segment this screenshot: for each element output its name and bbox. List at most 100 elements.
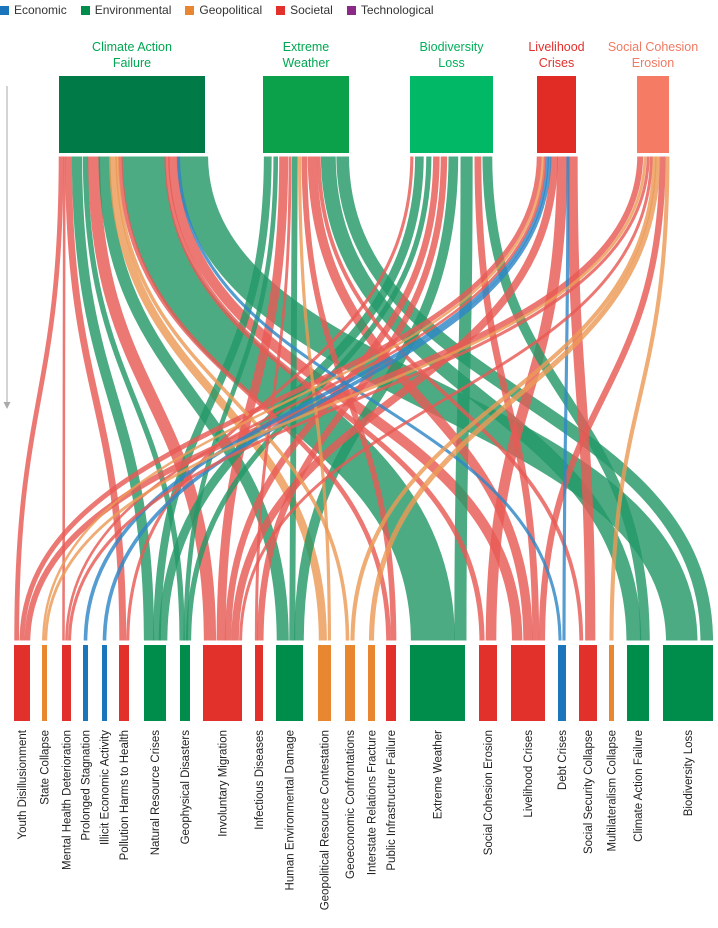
- legend-swatch: [0, 5, 9, 15]
- source-label-cohesion: Erosion: [632, 56, 674, 70]
- target-label-extreme-weather: Extreme Weather: [433, 730, 445, 819]
- source-label-climate: Climate Action: [92, 40, 172, 54]
- flow-livelihood-to-involuntary-migration: [231, 154, 559, 643]
- target-node-multilateralism-collapse: [609, 645, 614, 721]
- direction-arrow-icon: [3, 402, 11, 409]
- target-label-illicit-economic-activity: Illicit Economic Activity: [100, 730, 112, 845]
- flow-extreme-to-infectious-diseases: [254, 154, 292, 643]
- target-node-biodiversity-loss: [663, 645, 713, 721]
- legend-item-geopolitical: Geopolitical: [185, 3, 262, 17]
- legend-swatch: [185, 5, 195, 15]
- legend-label: Economic: [14, 3, 67, 17]
- flow-biodiversity-to-pollution-harms-to-health: [126, 154, 414, 643]
- links-layer: [14, 154, 714, 643]
- flow-climate-to-pollution-harms-to-health: [65, 154, 127, 643]
- target-node-natural-resource-crises: [144, 645, 166, 721]
- target-node-mental-health-deterioration: [62, 645, 71, 721]
- flow-climate-to-biodiversity-loss: [176, 154, 698, 643]
- flow-biodiversity-to-infectious-diseases: [257, 154, 448, 643]
- target-label-geophysical-disasters: Geophysical Disasters: [180, 730, 192, 845]
- source-node-extreme: [263, 76, 349, 153]
- target-node-social-security-collapse: [579, 645, 597, 721]
- flow-climate-to-debt-crises: [177, 154, 562, 643]
- legend-label: Environmental: [94, 3, 172, 17]
- target-node-geopolitical-resource-contestation: [318, 645, 331, 721]
- legend-label: Geopolitical: [199, 3, 263, 17]
- flow-livelihood-to-mental-health-deterioration: [65, 154, 547, 643]
- legend-item-technological: Technological: [346, 3, 434, 17]
- target-node-debt-crises: [558, 645, 566, 721]
- flow-cohesion-to-mental-health-deterioration: [67, 154, 650, 643]
- target-label-climate-action-failure: Climate Action Failure: [633, 730, 645, 842]
- target-node-illicit-economic-activity: [102, 645, 107, 721]
- flow-biodiversity-to-geophysical-disasters: [185, 154, 432, 643]
- legend-item-environmental: Environmental: [80, 3, 172, 17]
- target-label-debt-crises: Debt Crises: [557, 730, 569, 790]
- flow-climate-to-youth-disillusionment: [14, 154, 64, 643]
- target-label-prolonged-stagnation: Prolonged Stagnation: [81, 730, 93, 841]
- target-label-multilateralism-collapse: Multilateralism Collapse: [607, 730, 619, 851]
- target-node-extreme-weather: [410, 645, 465, 721]
- target-label-social-security-collapse: Social Security Collapse: [583, 730, 595, 854]
- target-node-involuntary-migration: [203, 645, 242, 721]
- flow-biodiversity-to-extreme-weather: [454, 154, 473, 643]
- flow-cohesion-to-livelihood-crises: [538, 154, 666, 643]
- legend-swatch: [346, 5, 356, 15]
- flow-livelihood-to-youth-disillusionment: [19, 154, 542, 643]
- flow-livelihood-to-state-collapse: [42, 154, 544, 643]
- target-node-interstate-relations-fracture: [368, 645, 375, 721]
- flow-cohesion-to-multilateralism-collapse: [609, 154, 670, 643]
- target-label-geoeconomic-confrontations: Geoeconomic Confrontations: [345, 730, 357, 879]
- target-node-human-environmental-damage: [276, 645, 303, 721]
- legend-label: Technological: [360, 3, 434, 17]
- source-label-cohesion: Social Cohesion: [608, 40, 698, 54]
- target-node-state-collapse: [42, 645, 47, 721]
- source-label-biodiversity: Loss: [438, 56, 464, 70]
- target-label-natural-resource-crises: Natural Resource Crises: [150, 730, 162, 856]
- target-node-geophysical-disasters: [180, 645, 190, 721]
- source-label-climate: Failure: [113, 56, 151, 70]
- source-label-extreme: Weather: [282, 56, 329, 70]
- legend-swatch: [276, 5, 286, 15]
- target-label-interstate-relations-fracture: Interstate Relations Fracture: [367, 730, 379, 875]
- target-node-livelihood-crises: [511, 645, 545, 721]
- source-label-livelihood: Livelihood: [528, 40, 584, 54]
- target-node-prolonged-stagnation: [83, 645, 88, 721]
- legend: Economic Environmental Geopolitical Societa…: [0, 0, 448, 20]
- target-node-infectious-diseases: [255, 645, 263, 721]
- flow-cohesion-to-state-collapse: [44, 154, 647, 643]
- target-node-pollution-harms-to-health: [119, 645, 129, 721]
- flow-climate-to-natural-resource-crises: [71, 154, 155, 643]
- target-label-youth-disillusionment: Youth Disillusionment: [17, 729, 29, 839]
- flow-biodiversity-to-livelihood-crises: [474, 154, 540, 643]
- flow-biodiversity-to-human-environmental-damage: [294, 154, 459, 643]
- flow-cohesion-to-involuntary-migration: [239, 154, 653, 643]
- target-node-climate-action-failure: [627, 645, 649, 721]
- target-label-involuntary-migration: Involuntary Migration: [218, 730, 230, 837]
- source-node-cohesion: [637, 76, 669, 153]
- target-node-social-cohesion-erosion: [479, 645, 497, 721]
- target-label-livelihood-crises: Livelihood Crises: [523, 730, 535, 818]
- source-label-extreme: Extreme: [283, 40, 330, 54]
- flow-livelihood-to-social-cohesion-erosion: [485, 154, 568, 643]
- target-label-public-infrastructure-failure: Public Infrastructure Failure: [386, 730, 398, 871]
- flow-livelihood-to-debt-crises: [562, 154, 570, 643]
- flow-extreme-to-natural-resource-crises: [153, 154, 272, 643]
- target-label-pollution-harms-to-health: Pollution Harms to Health: [119, 730, 131, 860]
- flow-livelihood-to-prolonged-stagnation: [83, 154, 550, 643]
- flow-extreme-to-social-security-collapse: [316, 154, 584, 643]
- target-label-geopolitical-resource-contestation: Geopolitical Resource Contestation: [320, 730, 332, 910]
- legend-item-economic: Economic: [0, 3, 67, 17]
- target-node-public-infrastructure-failure: [386, 645, 396, 721]
- target-label-infectious-diseases: Infectious Diseases: [254, 730, 266, 830]
- legend-label: Societal: [290, 3, 333, 17]
- flow-extreme-to-livelihood-crises: [307, 154, 533, 643]
- target-node-youth-disillusionment: [14, 645, 30, 721]
- target-label-mental-health-deterioration: Mental Health Deterioration: [62, 730, 74, 870]
- source-node-climate: [59, 76, 205, 153]
- target-label-biodiversity-loss: Biodiversity Loss: [683, 730, 695, 817]
- source-node-biodiversity: [410, 76, 493, 153]
- legend-item-societal: Societal: [276, 3, 333, 17]
